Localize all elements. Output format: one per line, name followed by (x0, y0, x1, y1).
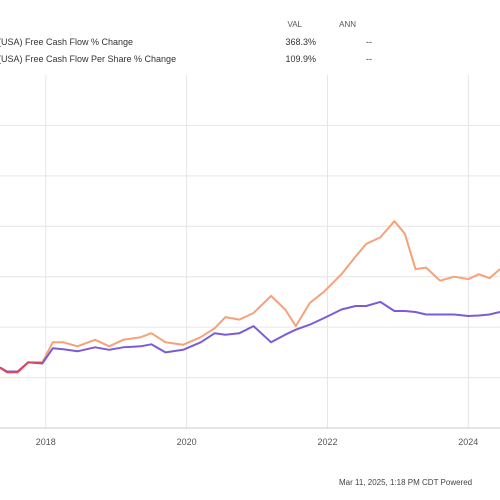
legend-header-val: VAL (287, 20, 302, 29)
x-tick-label-2018: 2018 (36, 437, 56, 447)
legend-row-fcf-per-share[interactable]: (USA) Free Cash Flow Per Share % Change … (0, 54, 372, 64)
legend-ann-fcf: -- (366, 37, 372, 47)
series-layer (0, 220, 500, 374)
x-tick-label-2022: 2022 (317, 437, 337, 447)
x-tick-label-2024: 2024 (458, 437, 478, 447)
series-line-fcf[interactable] (0, 220, 500, 374)
x-axis: 2018 2020 2022 2024 (0, 427, 500, 447)
legend-value-fcf-per-share: 109.9% (285, 54, 316, 64)
legend-header-ann: ANN (339, 20, 356, 29)
gridlines (0, 75, 500, 428)
legend-value-fcf: 368.3% (285, 37, 316, 47)
legend-ann-fcf-per-share: -- (366, 54, 372, 64)
series-overlap-segment (0, 361, 43, 373)
footer-timestamp: Mar 11, 2025, 1:18 PM CDT Powered (339, 478, 472, 487)
x-tick-label-2020: 2020 (177, 437, 197, 447)
legend-row-fcf[interactable]: (USA) Free Cash Flow % Change 368.3% -- (0, 37, 372, 47)
series-line-fcf-per-share[interactable] (0, 300, 500, 373)
legend-label-fcf: (USA) Free Cash Flow % Change (0, 37, 133, 47)
legend: VAL ANN (USA) Free Cash Flow % Change 36… (0, 20, 372, 64)
legend-label-fcf-per-share: (USA) Free Cash Flow Per Share % Change (0, 54, 176, 64)
